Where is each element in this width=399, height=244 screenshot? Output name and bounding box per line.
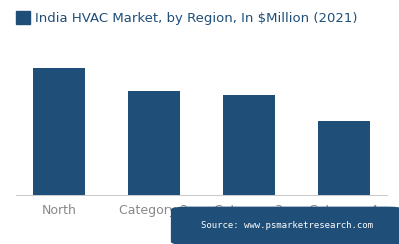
Bar xyxy=(33,68,85,195)
Bar xyxy=(318,121,370,195)
Bar xyxy=(128,91,180,195)
Text: India HVAC Market, by Region, In $Million (2021): India HVAC Market, by Region, In $Millio… xyxy=(35,12,357,25)
Text: Source: www.psmarketresearch.com: Source: www.psmarketresearch.com xyxy=(201,221,373,230)
FancyBboxPatch shape xyxy=(172,207,399,244)
Bar xyxy=(223,95,275,195)
